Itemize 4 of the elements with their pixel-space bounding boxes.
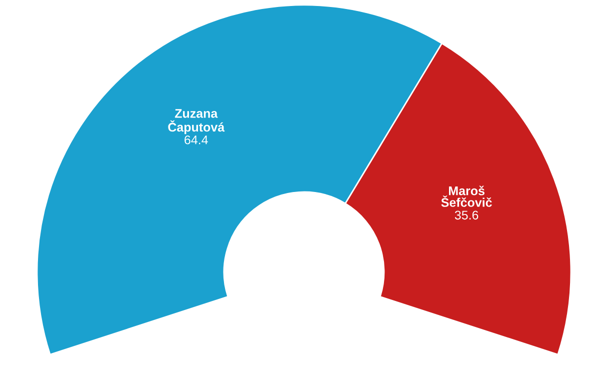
slice-label: Zuzana Čaputová (168, 109, 225, 134)
slice-label: Maroš Šefčovič (441, 186, 492, 207)
data-label: 64.4 (184, 135, 208, 144)
data-label: 35.6 (454, 210, 478, 220)
